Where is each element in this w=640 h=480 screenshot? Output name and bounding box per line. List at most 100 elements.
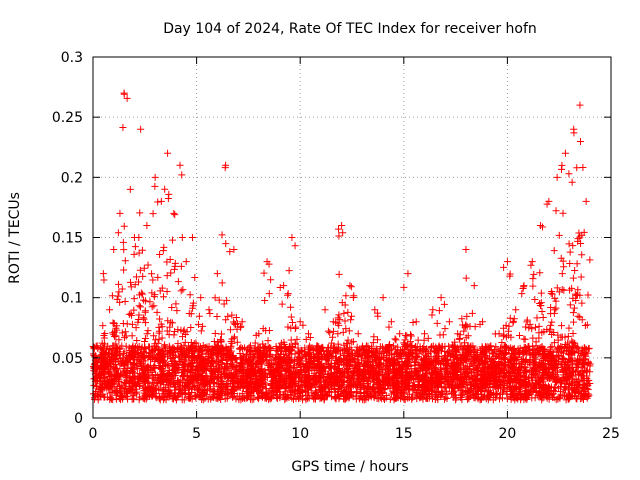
data-point (144, 327, 152, 335)
data-point (130, 306, 138, 314)
data-point (170, 209, 178, 217)
data-point (457, 394, 465, 402)
data-point (569, 274, 577, 282)
data-point (570, 129, 578, 137)
data-point (522, 323, 530, 331)
data-point (335, 311, 343, 319)
data-point (163, 287, 171, 295)
data-point (576, 313, 584, 321)
data-point (547, 321, 555, 329)
data-point (153, 308, 161, 316)
data-point (280, 282, 288, 290)
data-point (172, 300, 180, 308)
data-point (168, 304, 176, 312)
data-point (520, 366, 528, 374)
data-point (199, 322, 207, 330)
data-point (163, 272, 171, 280)
data-point (221, 164, 229, 172)
data-point (433, 319, 441, 327)
data-point (177, 287, 185, 295)
data-point (130, 250, 138, 258)
data-point (120, 90, 128, 98)
data-point (144, 261, 152, 269)
data-point (182, 258, 190, 266)
data-point (421, 330, 429, 338)
data-point (154, 198, 162, 206)
data-point (462, 274, 470, 282)
data-point (530, 270, 538, 278)
data-point (90, 344, 98, 352)
data-point (281, 395, 289, 403)
data-point (339, 328, 347, 336)
data-point (136, 266, 144, 274)
data-point (535, 322, 543, 330)
data-point (283, 394, 291, 402)
data-point (161, 185, 169, 193)
data-point (503, 395, 511, 403)
data-point (168, 319, 176, 327)
data-point (530, 359, 538, 367)
data-point (462, 246, 470, 254)
data-point (115, 280, 123, 288)
data-point (116, 209, 124, 217)
data-point (503, 258, 511, 266)
data-point (135, 233, 143, 241)
data-point (114, 229, 122, 237)
data-points (89, 89, 594, 404)
data-point (291, 242, 299, 250)
data-point (552, 297, 560, 305)
data-point (233, 338, 241, 346)
data-point (304, 330, 312, 338)
data-point (237, 343, 245, 351)
data-point (289, 319, 297, 327)
data-point (347, 283, 355, 291)
data-point (218, 231, 226, 239)
data-point (490, 346, 498, 354)
data-point (120, 246, 128, 254)
data-point (206, 309, 214, 317)
data-point (553, 173, 561, 181)
data-point (170, 265, 178, 273)
data-point (299, 321, 307, 329)
data-point (174, 326, 182, 334)
data-point (533, 314, 541, 322)
data-point (428, 311, 436, 319)
data-point (376, 348, 384, 356)
data-point (527, 261, 535, 269)
data-point (577, 273, 585, 281)
data-point (387, 318, 395, 326)
data-point (586, 256, 594, 264)
data-point (340, 309, 348, 317)
data-point (346, 344, 354, 352)
data-point (121, 328, 129, 336)
data-point (374, 336, 382, 344)
data-point (106, 396, 114, 404)
data-point (223, 296, 231, 304)
data-point (347, 316, 355, 324)
data-point (213, 270, 221, 278)
data-point (133, 337, 141, 345)
data-point (169, 236, 177, 244)
data-point (119, 124, 127, 132)
data-point (565, 170, 573, 178)
data-point (473, 369, 481, 377)
data-point (379, 294, 387, 302)
data-point (130, 295, 138, 303)
data-point (285, 267, 293, 275)
data-point (284, 291, 292, 299)
data-point (141, 334, 149, 342)
data-point (119, 238, 127, 246)
data-point (539, 313, 547, 321)
data-point (261, 296, 269, 304)
data-point (187, 310, 195, 318)
data-point (342, 292, 350, 300)
data-point (558, 270, 566, 278)
data-point (566, 248, 574, 256)
data-point (339, 229, 347, 237)
data-point (548, 343, 556, 351)
data-point (431, 347, 439, 355)
data-point (515, 332, 523, 339)
data-point (229, 318, 237, 326)
data-point (576, 137, 584, 145)
data-point (186, 291, 194, 299)
